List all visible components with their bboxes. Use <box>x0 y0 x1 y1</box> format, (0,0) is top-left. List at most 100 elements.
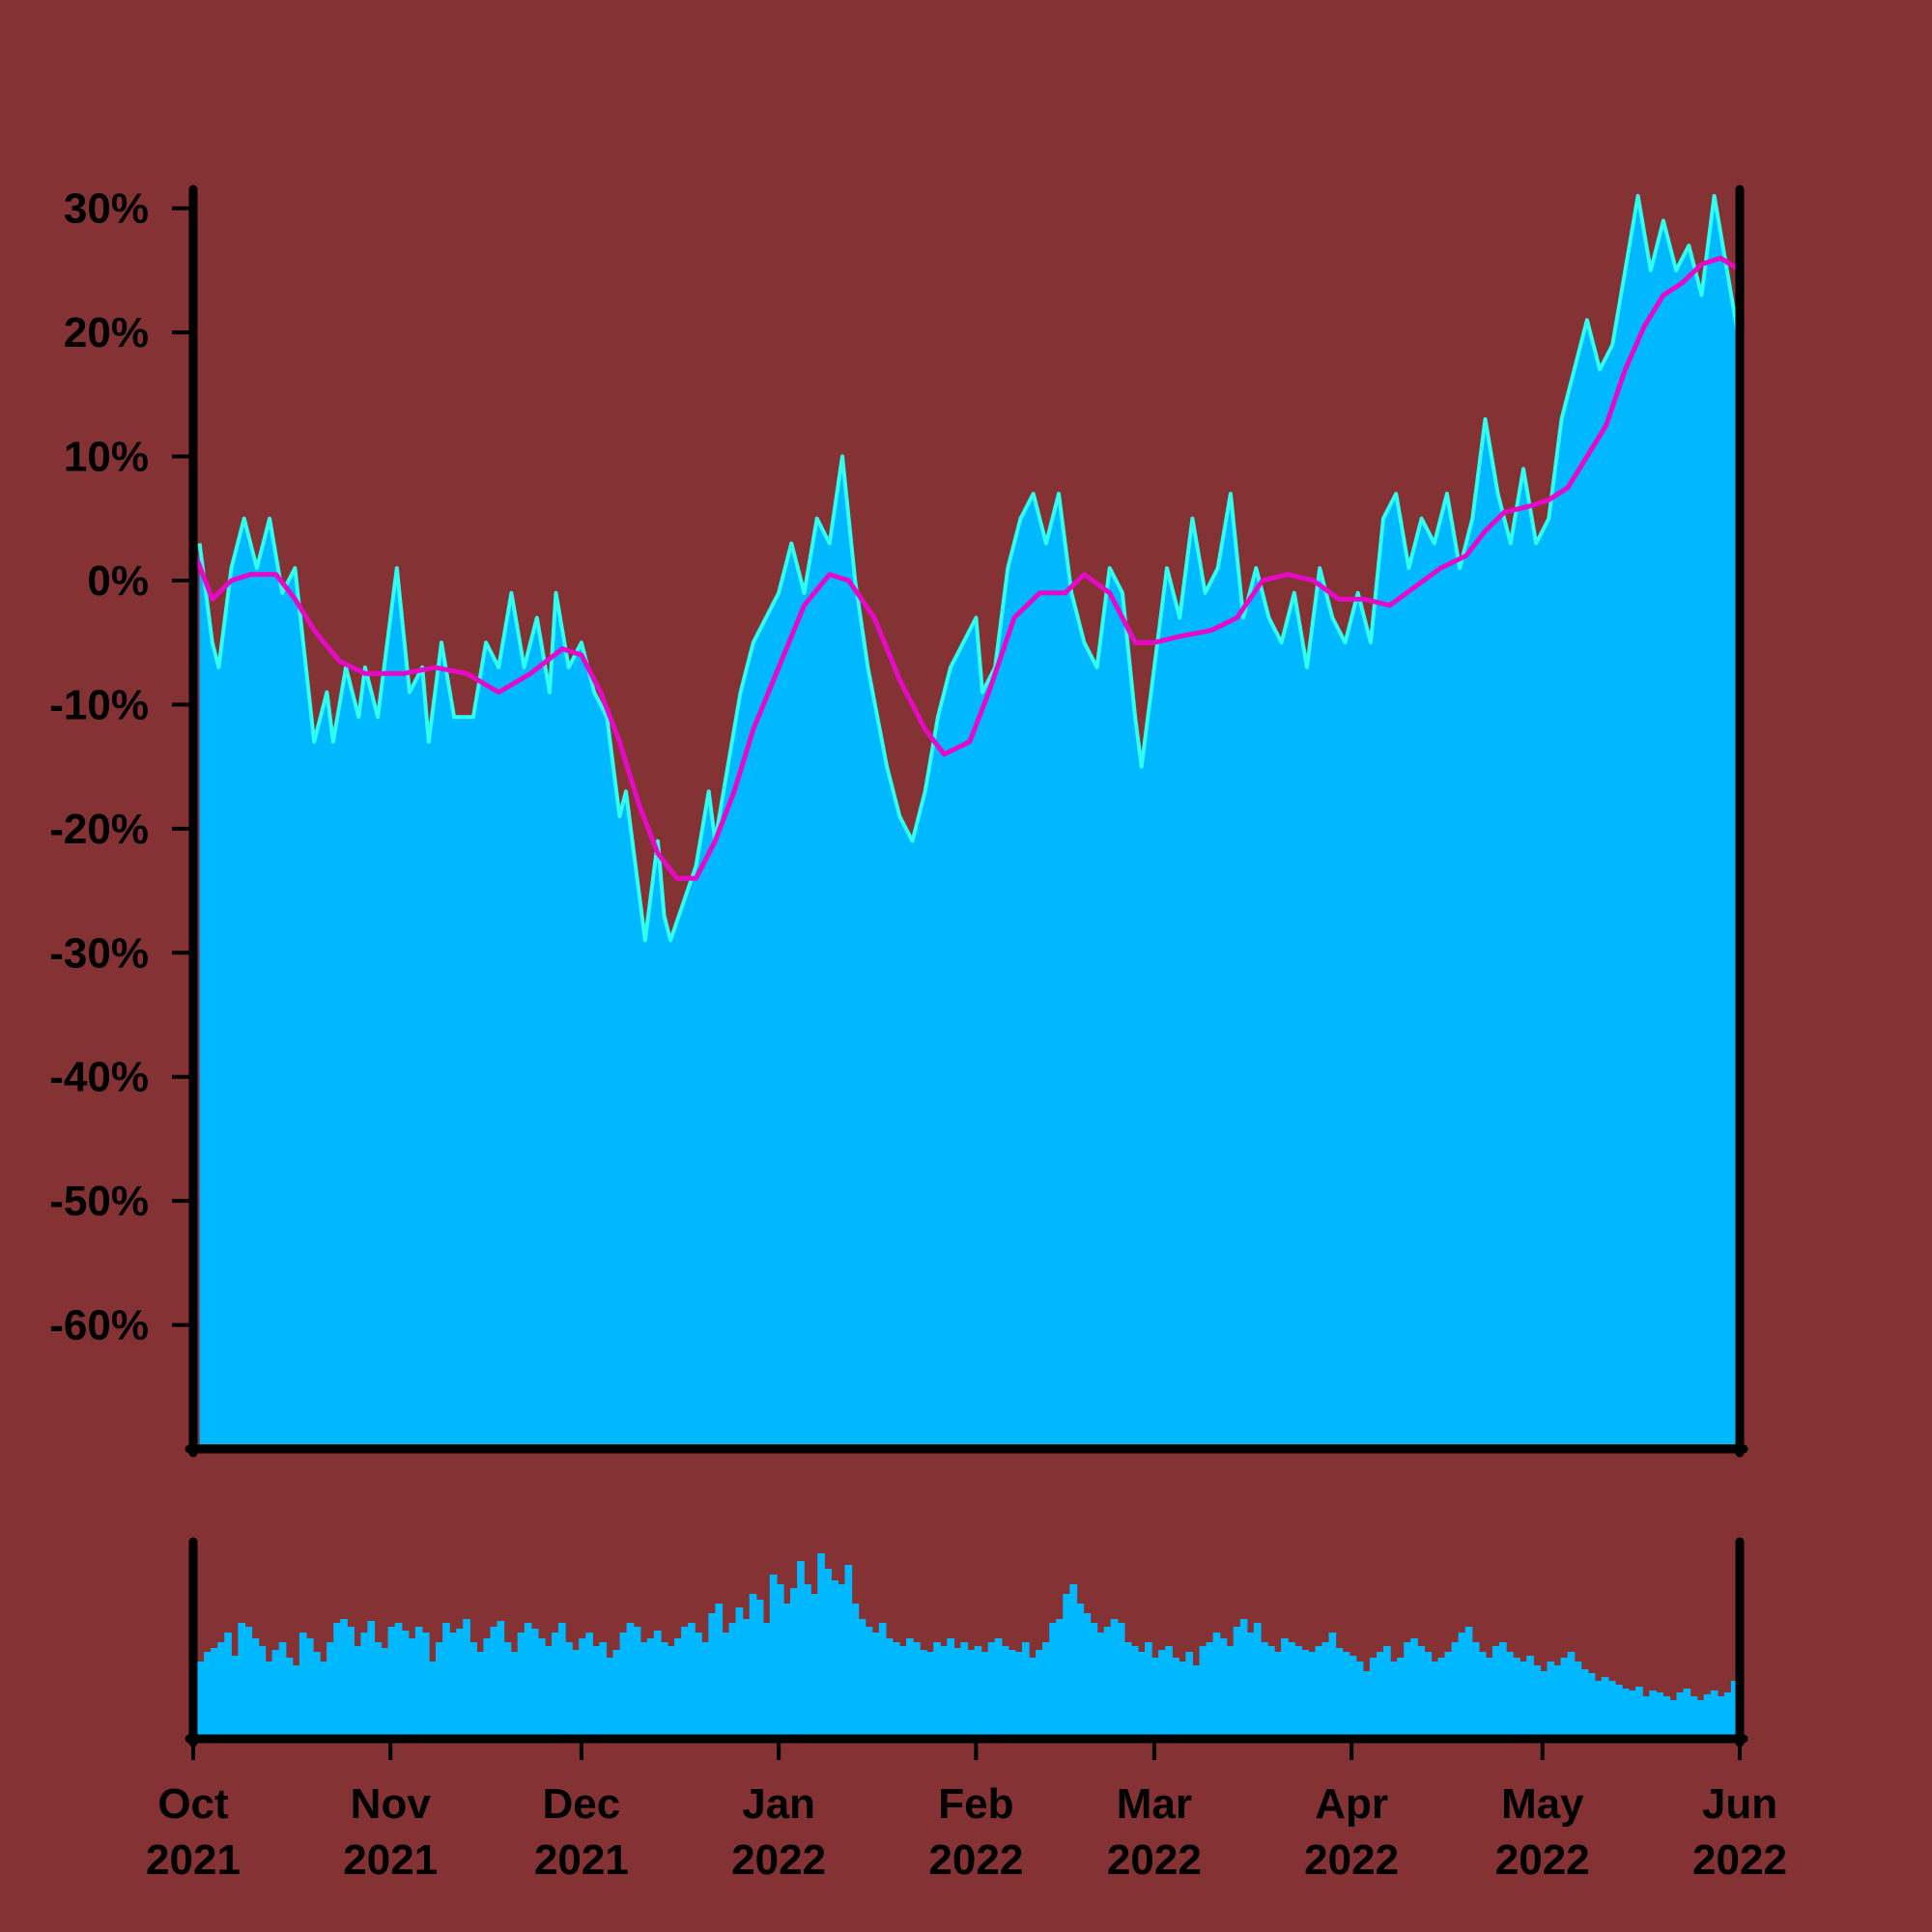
volume-bar <box>1404 1642 1411 1739</box>
volume-bar <box>688 1623 696 1739</box>
volume-bar <box>1096 1633 1105 1739</box>
volume-bar <box>906 1638 914 1739</box>
volume-bar <box>313 1652 321 1739</box>
x-tick-label-month: Jan <box>742 1780 815 1828</box>
volume-bar <box>408 1638 416 1739</box>
area-fill-series <box>199 195 1740 1444</box>
volume-bar <box>1369 1658 1378 1739</box>
volume-bar <box>762 1623 771 1739</box>
volume-bar <box>1513 1658 1520 1739</box>
volume-bar <box>394 1623 403 1739</box>
volume-bar <box>510 1652 519 1739</box>
volume-bar <box>1342 1652 1350 1739</box>
x-tick-label-month: Jun <box>1702 1780 1777 1828</box>
volume-bar <box>967 1650 976 1739</box>
volume-bar <box>844 1565 853 1739</box>
volume-bar <box>1117 1623 1125 1739</box>
volume-bar <box>1629 1690 1636 1739</box>
x-tick-label-month: Nov <box>351 1780 432 1828</box>
volume-bar <box>1321 1642 1330 1739</box>
volume-bar <box>1526 1656 1534 1739</box>
volume-bar <box>1145 1642 1152 1739</box>
volume-bar <box>1730 1681 1739 1739</box>
volume-bar <box>1377 1652 1384 1739</box>
x-tick-label-year: 2022 <box>1495 1836 1590 1884</box>
volume-bar <box>1622 1689 1630 1739</box>
volume-bar <box>1417 1646 1425 1739</box>
x-tick-label-year: 2022 <box>1304 1836 1399 1884</box>
volume-bar <box>436 1642 443 1739</box>
volume-bar <box>367 1621 376 1739</box>
volume-bar <box>790 1588 798 1739</box>
volume-bar <box>606 1658 614 1739</box>
volume-bar <box>1723 1692 1732 1739</box>
volume-bar <box>994 1638 1003 1739</box>
volume-bar <box>1308 1652 1317 1739</box>
volume-bar <box>1137 1652 1146 1739</box>
volume-bar <box>913 1642 921 1739</box>
volume-bar <box>892 1642 900 1739</box>
volume-bar <box>715 1604 724 1739</box>
volume-bar <box>1642 1696 1650 1739</box>
volume-bar <box>1335 1648 1344 1739</box>
volume-bar <box>960 1642 969 1739</box>
volume-bar <box>1274 1652 1282 1739</box>
volume-bar <box>414 1627 423 1739</box>
volume-bar <box>374 1642 383 1739</box>
volume-bar <box>1478 1652 1487 1739</box>
volume-bar <box>797 1561 805 1739</box>
volume-bar <box>1533 1665 1541 1739</box>
volume-bar <box>1165 1646 1173 1739</box>
volume-bar <box>442 1623 450 1739</box>
volume-bar <box>503 1642 512 1739</box>
volume-bar <box>298 1633 307 1739</box>
volume-bar <box>429 1662 437 1739</box>
volume-bar <box>1008 1650 1016 1739</box>
volume-bar <box>1349 1656 1357 1739</box>
volume-bar <box>224 1633 232 1739</box>
x-tick-label-month: Dec <box>543 1780 621 1828</box>
x-tick-label-month: May <box>1501 1780 1584 1828</box>
volume-bar <box>565 1642 573 1739</box>
volume-bar <box>1022 1642 1030 1739</box>
volume-bar <box>238 1623 245 1739</box>
volume-bar <box>1383 1646 1391 1739</box>
volume-bar <box>810 1594 818 1739</box>
volume-bar <box>1219 1638 1228 1739</box>
volume-panel: Oct 2021 Nov 2021 Dec 2021 Jan 2022 Feb 2022 Mar 20… <box>146 1537 1787 1884</box>
y-tick-label: 30% <box>64 185 149 233</box>
volume-bar <box>360 1633 369 1739</box>
volume-bar <box>817 1553 825 1739</box>
volume-bar <box>579 1638 586 1739</box>
volume-bar <box>1151 1658 1159 1739</box>
y-tick-label: -40% <box>49 1054 149 1101</box>
volume-bar <box>1301 1650 1309 1739</box>
x-tick-label-year: 2022 <box>1107 1836 1202 1884</box>
volume-bar <box>421 1633 430 1739</box>
volume-bar <box>933 1642 941 1739</box>
volume-bar <box>626 1623 635 1739</box>
volume-bar <box>639 1642 648 1739</box>
y-tick-label: 10% <box>64 434 149 481</box>
volume-bar <box>1594 1681 1603 1739</box>
volume-bar <box>612 1650 621 1739</box>
volume-bar <box>1239 1619 1248 1739</box>
y-tick-label: -10% <box>49 681 149 728</box>
volume-bar <box>728 1623 737 1739</box>
volume-bar <box>668 1646 675 1739</box>
x-tick-label-month: Apr <box>1315 1780 1388 1828</box>
volume-bar <box>1029 1658 1037 1739</box>
volume-bar <box>776 1584 784 1739</box>
volume-bar <box>490 1627 498 1739</box>
volume-bar <box>305 1638 314 1739</box>
volume-bar <box>1649 1690 1657 1739</box>
volume-bar <box>231 1656 239 1739</box>
volume-bar <box>653 1631 662 1739</box>
volume-bar <box>1281 1638 1289 1739</box>
volume-bar <box>885 1638 894 1739</box>
volume-bar <box>1042 1642 1050 1739</box>
volume-bar <box>749 1594 757 1739</box>
volume-bar <box>804 1584 811 1739</box>
volume-bar <box>953 1648 962 1739</box>
volume-bar <box>1063 1594 1070 1739</box>
